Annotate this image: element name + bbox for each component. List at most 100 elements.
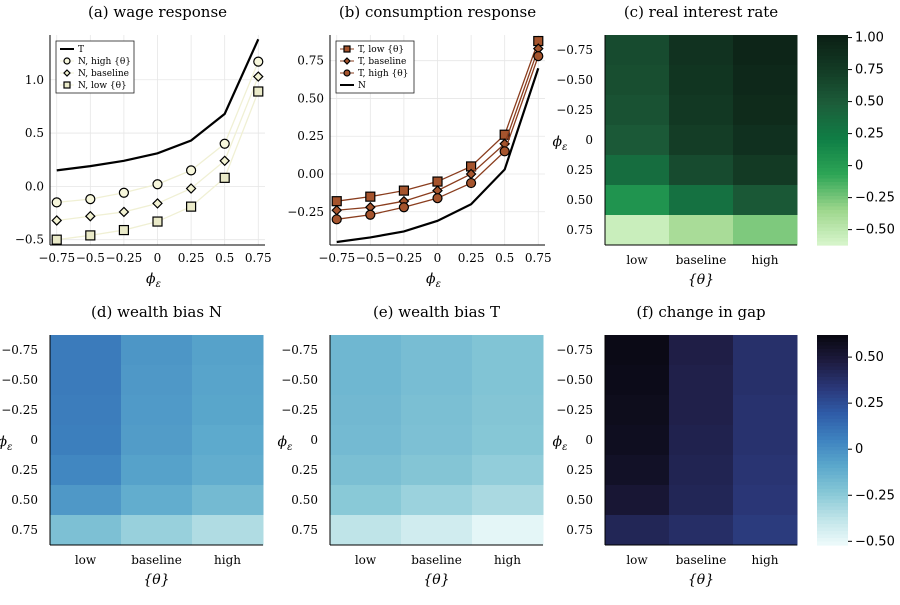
colorbar-segment <box>817 101 848 106</box>
heatmap-cell <box>472 425 544 456</box>
data-point <box>51 215 63 226</box>
colorbar-tick-label: 0.25 <box>855 127 884 142</box>
heatmap-cell <box>733 185 798 216</box>
y-tick-label: 1.0 <box>25 73 44 87</box>
colorbar-segment <box>817 66 848 71</box>
heatmap-cell <box>669 95 734 126</box>
x-tick-label: −0.75 <box>38 251 75 265</box>
y-tick-label: 0.25 <box>566 163 593 177</box>
colorbar-segment <box>817 59 848 64</box>
colorbar-segment <box>817 35 848 40</box>
x-tick-label: high <box>752 553 779 567</box>
colorbar-segment <box>817 527 848 532</box>
y-axis-label-text: ϕε <box>278 434 293 453</box>
colorbar-segment <box>817 412 848 417</box>
y-tick-label: 0.50 <box>566 193 593 207</box>
colorbar-segment <box>817 42 848 47</box>
y-tick-label: 0 <box>585 433 593 447</box>
heatmap-cell <box>401 335 473 366</box>
heatmap-cell <box>121 485 193 516</box>
heatmap-cell <box>733 155 798 186</box>
legend-label: N <box>358 81 366 91</box>
chart-title: (b) consumption response <box>339 3 536 21</box>
heatmap-cell <box>669 485 734 516</box>
colorbar-segment <box>817 408 848 413</box>
colorbar-segment <box>817 70 848 75</box>
legend: T N, high {θ} N, baseline N, low {θ} <box>55 40 135 94</box>
colorbar-segment <box>817 443 848 448</box>
colorbar-segment <box>817 352 848 357</box>
data-point <box>219 138 230 149</box>
colorbar-segment <box>817 115 848 120</box>
x-tick-label: baseline <box>676 553 727 567</box>
heatmap-cell <box>669 365 734 396</box>
heatmap-cell <box>605 515 670 546</box>
data-point <box>398 202 410 213</box>
data-point <box>152 216 163 227</box>
y-tick-label: 0.25 <box>291 463 318 477</box>
chart-b: (b) consumption response−0.75 −0.5 −0.25 0 0… <box>287 3 551 290</box>
data-point <box>252 71 264 82</box>
colorbar-segment <box>817 419 848 424</box>
data-point <box>185 183 197 194</box>
heatmap-cell <box>121 425 193 456</box>
colorbar-segment <box>817 520 848 525</box>
colorbar-segment <box>817 133 848 138</box>
colorbar-segment <box>817 185 848 190</box>
heatmap-cell <box>192 455 264 486</box>
heatmap-cell <box>401 455 473 486</box>
x-tick-label: 0.5 <box>495 251 514 265</box>
legend-swatch <box>343 69 351 77</box>
heatmap-cell <box>733 95 798 126</box>
colorbar-tick-label: 0.25 <box>855 396 884 411</box>
colorbar-segment <box>817 224 848 229</box>
y-tick-label: −0.50 <box>556 373 593 387</box>
heatmap-cell <box>605 125 670 156</box>
data-point <box>499 146 510 157</box>
data-point <box>398 185 410 196</box>
colorbar-segment <box>817 196 848 201</box>
colorbar-segment <box>817 461 848 466</box>
heatmap-cell <box>50 425 122 456</box>
chart-d: (d) wealth bias N −0.75 −0.50 −0.25 0 0.25 0.5… <box>0 303 264 588</box>
heatmap-cell <box>192 515 264 546</box>
y-tick-label: 0.75 <box>566 523 593 537</box>
data-point <box>253 86 264 97</box>
heatmap-cell <box>121 395 193 426</box>
heatmap-cell <box>330 335 402 366</box>
x-tick-label: 0 <box>154 251 162 265</box>
colorbar-segment <box>817 203 848 208</box>
colorbar-segment <box>817 513 848 518</box>
heatmap-cell <box>401 365 473 396</box>
chart-title: (e) wealth bias T <box>373 303 500 321</box>
heatmap-cell <box>330 485 402 516</box>
y-axis-label-text: ϕε <box>0 434 12 453</box>
legend-label: T, high {θ} <box>358 69 408 79</box>
colorbar-segment <box>817 433 848 438</box>
data-point <box>51 234 62 245</box>
x-tick-label: −0.25 <box>106 251 143 265</box>
colorbar-segment <box>817 73 848 78</box>
heatmap-cell <box>50 335 122 366</box>
x-tick-label: high <box>494 553 521 567</box>
heatmap-cell <box>472 365 544 396</box>
colorbar-segment <box>817 112 848 117</box>
heatmap-cell <box>401 425 473 456</box>
heatmap-cell <box>472 395 544 426</box>
data-point <box>219 172 230 183</box>
colorbar-segment <box>817 454 848 459</box>
heatmap-cell <box>733 125 798 156</box>
heatmap-cell <box>605 395 670 426</box>
colorbar: 1.00 0.75 0.50 0.25 0 −0.25 −0.50 <box>817 31 895 246</box>
data-point <box>253 56 264 67</box>
heatmap-cell <box>733 395 798 426</box>
data-point <box>432 176 443 187</box>
colorbar-tick-label: 0 <box>855 442 863 457</box>
heatmap-cell <box>605 335 670 366</box>
data-point <box>118 187 130 198</box>
colorbar-segment <box>817 380 848 385</box>
colorbar-segment <box>817 126 848 131</box>
data-point <box>51 197 62 208</box>
heatmap-cell <box>605 455 670 486</box>
colorbar-segment <box>817 199 848 204</box>
